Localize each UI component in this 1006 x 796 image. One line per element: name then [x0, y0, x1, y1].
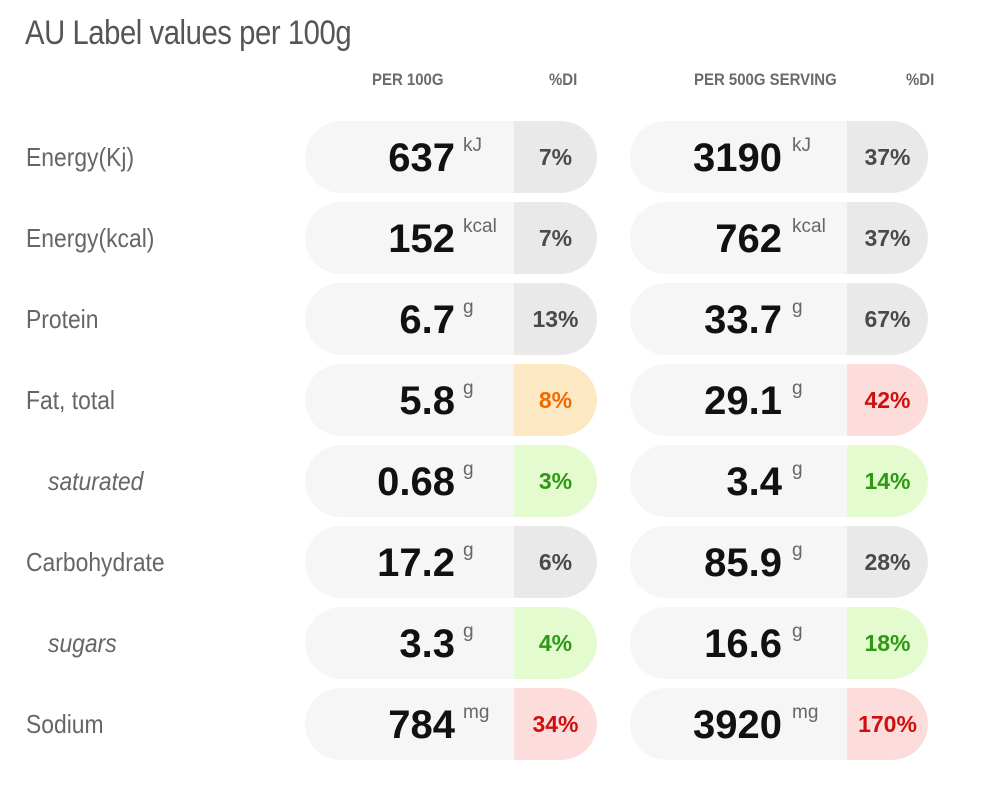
table-row: Energy(kcal) 152 kcal 7% 762 kcal 37%	[0, 202, 1006, 274]
di-percent-per-serving: 170%	[847, 688, 928, 760]
value-per-serving: 3920	[693, 703, 782, 747]
nutrient-label: Energy(kcal)	[26, 223, 155, 253]
table-row: Sodium 784 mg 34% 3920 mg 170%	[0, 688, 1006, 760]
value-per-serving: 33.7	[704, 298, 782, 342]
value-pill-per-serving: 3190 kJ 37%	[630, 121, 928, 193]
nutrient-label: sugars	[48, 628, 117, 658]
value-pill-per-serving: 29.1 g 42%	[630, 364, 928, 436]
value-pill-per-100g: 0.68 g 3%	[305, 445, 597, 517]
value-per-serving: 16.6	[704, 622, 782, 666]
column-header-di-per-serving: %DI	[906, 70, 935, 89]
di-percent-per-serving: 28%	[847, 526, 928, 598]
value-pill-per-100g: 784 mg 34%	[305, 688, 597, 760]
di-percent-per-100g: 13%	[514, 283, 597, 355]
value-pill-per-serving: 33.7 g 67%	[630, 283, 928, 355]
di-percent-per-100g: 7%	[514, 121, 597, 193]
value-pill-per-serving: 85.9 g 28%	[630, 526, 928, 598]
value-per-serving: 85.9	[704, 541, 782, 585]
value-per-100g: 784	[388, 703, 455, 747]
unit-per-100g: kcal	[463, 216, 497, 237]
unit-per-100g: mg	[463, 702, 490, 723]
unit-per-100g: g	[463, 540, 474, 561]
unit-per-100g: kJ	[463, 135, 482, 156]
table-row: Protein 6.7 g 13% 33.7 g 67%	[0, 283, 1006, 355]
table-row: saturated 0.68 g 3% 3.4 g 14%	[0, 445, 1006, 517]
page-title: AU Label values per 100g	[25, 14, 352, 52]
unit-per-serving: kcal	[792, 216, 826, 237]
di-percent-per-100g: 4%	[514, 607, 597, 679]
value-per-100g: 152	[388, 217, 455, 261]
value-pill-per-serving: 762 kcal 37%	[630, 202, 928, 274]
unit-per-serving: mg	[792, 702, 819, 723]
value-pill-per-100g: 6.7 g 13%	[305, 283, 597, 355]
nutrient-label: Fat, total	[26, 385, 116, 415]
di-percent-per-serving: 14%	[847, 445, 928, 517]
unit-per-100g: g	[463, 297, 474, 318]
unit-per-100g: g	[463, 621, 474, 642]
value-per-100g: 3.3	[399, 622, 455, 666]
value-pill-per-100g: 152 kcal 7%	[305, 202, 597, 274]
di-percent-per-serving: 42%	[847, 364, 928, 436]
di-percent-per-100g: 6%	[514, 526, 597, 598]
unit-per-serving: g	[792, 621, 803, 642]
value-pill-per-100g: 3.3 g 4%	[305, 607, 597, 679]
unit-per-serving: g	[792, 297, 803, 318]
value-pill-per-100g: 17.2 g 6%	[305, 526, 597, 598]
column-header-per-serving: PER 500G SERVING	[694, 70, 837, 89]
unit-per-serving: g	[792, 459, 803, 480]
value-per-serving: 762	[715, 217, 782, 261]
table-row: Carbohydrate 17.2 g 6% 85.9 g 28%	[0, 526, 1006, 598]
di-percent-per-100g: 3%	[514, 445, 597, 517]
unit-per-serving: g	[792, 378, 803, 399]
column-header-di-per-100g: %DI	[549, 70, 578, 89]
di-percent-per-serving: 67%	[847, 283, 928, 355]
unit-per-serving: kJ	[792, 135, 811, 156]
value-per-serving: 3.4	[726, 460, 782, 504]
column-header-per-100g: PER 100G	[372, 70, 444, 89]
di-percent-per-serving: 37%	[847, 202, 928, 274]
value-per-serving: 3190	[693, 136, 782, 180]
value-pill-per-serving: 16.6 g 18%	[630, 607, 928, 679]
value-per-100g: 6.7	[399, 298, 455, 342]
table-row: Energy(Kj) 637 kJ 7% 3190 kJ 37%	[0, 121, 1006, 193]
table-row: Fat, total 5.8 g 8% 29.1 g 42%	[0, 364, 1006, 436]
value-pill-per-serving: 3920 mg 170%	[630, 688, 928, 760]
value-pill-per-100g: 5.8 g 8%	[305, 364, 597, 436]
value-per-100g: 637	[388, 136, 455, 180]
di-percent-per-serving: 37%	[847, 121, 928, 193]
value-per-serving: 29.1	[704, 379, 782, 423]
unit-per-serving: g	[792, 540, 803, 561]
unit-per-100g: g	[463, 459, 474, 480]
value-pill-per-100g: 637 kJ 7%	[305, 121, 597, 193]
nutrient-label: Energy(Kj)	[26, 142, 135, 172]
unit-per-100g: g	[463, 378, 474, 399]
nutrient-label: Protein	[26, 304, 99, 334]
value-per-100g: 17.2	[377, 541, 455, 585]
value-per-100g: 0.68	[377, 460, 455, 504]
di-percent-per-100g: 8%	[514, 364, 597, 436]
nutrient-label: Sodium	[26, 709, 104, 739]
di-percent-per-serving: 18%	[847, 607, 928, 679]
value-pill-per-serving: 3.4 g 14%	[630, 445, 928, 517]
di-percent-per-100g: 34%	[514, 688, 597, 760]
value-per-100g: 5.8	[399, 379, 455, 423]
di-percent-per-100g: 7%	[514, 202, 597, 274]
nutrient-label: Carbohydrate	[26, 547, 165, 577]
table-row: sugars 3.3 g 4% 16.6 g 18%	[0, 607, 1006, 679]
nutrient-label: saturated	[48, 466, 144, 496]
